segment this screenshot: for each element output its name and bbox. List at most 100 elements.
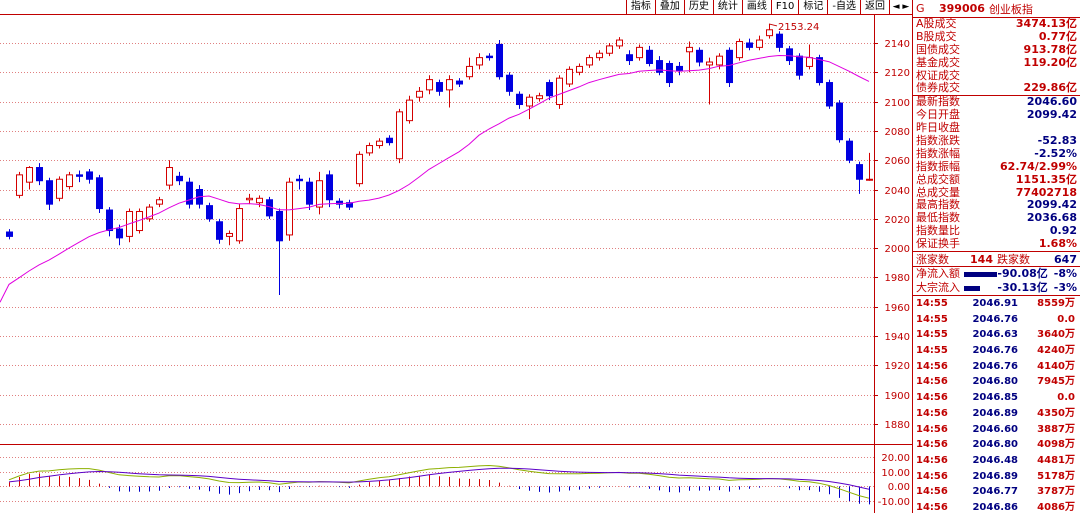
net-inflow-value: -90.08亿 xyxy=(997,267,1048,281)
stat-row: 保证换手 1.68% xyxy=(913,237,1080,251)
y-tick-label: 2120 xyxy=(885,68,910,79)
indicator-button[interactable]: 指标 xyxy=(625,0,655,14)
tick-volume: 4086万 xyxy=(1037,501,1075,513)
volume-row: 基金成交 119.20亿 xyxy=(913,55,1080,70)
f10-button[interactable]: F10 xyxy=(770,0,798,14)
panel-header: G 399006 创业板指 xyxy=(913,0,1080,18)
tick-price: 2046.85 xyxy=(972,392,1018,404)
stat-label: 指数量比 xyxy=(916,224,960,238)
tick-price: 2046.63 xyxy=(972,329,1018,341)
candle-body xyxy=(366,145,373,154)
tick-time: 14:56 xyxy=(916,501,948,513)
high-annotation: 2153.24 xyxy=(778,22,819,33)
candle-body xyxy=(666,62,673,84)
y-tick-label: 1900 xyxy=(885,391,910,402)
candle-body xyxy=(866,178,873,181)
net-inflow-pct: -8% xyxy=(1053,267,1077,281)
candle-body xyxy=(156,199,163,205)
volume-row: 债券成交 229.86亿 xyxy=(913,82,1080,95)
index-name: 创业板指 xyxy=(988,2,1033,16)
candle-body xyxy=(406,99,413,122)
candle-body xyxy=(166,167,173,186)
candle-body xyxy=(16,174,23,196)
tick-row: 14:55 2046.76 0.0 xyxy=(913,312,1080,328)
stat-row: 总成交量 77402718 xyxy=(913,185,1080,200)
candle-body xyxy=(46,180,53,205)
stat-row: 总成交额 1151.35亿 xyxy=(913,172,1080,187)
tick-row: 14:56 2046.89 4350万 xyxy=(913,406,1080,422)
stat-label: 指数涨幅 xyxy=(916,146,960,160)
overlay-button[interactable]: 叠加 xyxy=(654,0,684,14)
candle-body xyxy=(36,167,43,182)
y-tick-label: 1980 xyxy=(885,273,910,284)
candle-body xyxy=(186,181,193,205)
volume-value: 229.86亿 xyxy=(1023,81,1077,95)
stat-row: 昨日收盘 xyxy=(913,121,1080,135)
volume-section: A股成交 3474.13亿 B股成交 0.77亿 国债成交 913.78亿 基金成交 1… xyxy=(913,17,1080,97)
chart-area[interactable]: 1880 1900 1920 1940 1960 1980 2000 2020 2040 2060… xyxy=(0,15,912,513)
candle-body xyxy=(636,46,643,59)
candle-body xyxy=(396,111,403,160)
net-inflow-label: 净流入额 xyxy=(916,267,960,281)
stat-value: 2099.42 xyxy=(1026,108,1077,122)
tick-volume: 4098万 xyxy=(1037,439,1075,451)
candle-body xyxy=(836,102,843,141)
tick-time: 14:56 xyxy=(916,454,948,466)
stat-row: 指数涨幅 -2.52% xyxy=(913,146,1080,161)
tick-price: 2046.91 xyxy=(972,298,1018,310)
stat-value: 1.68% xyxy=(1038,237,1077,251)
candle-body xyxy=(656,60,663,73)
block-inflow-value: -30.13亿 xyxy=(997,281,1048,295)
tick-volume: 0.0 xyxy=(1057,392,1075,404)
candle-body xyxy=(776,33,783,48)
draw-line-button[interactable]: 画线 xyxy=(741,0,771,14)
candle-body xyxy=(306,181,313,205)
candle-body xyxy=(426,79,433,91)
tick-list: 14:55 2046.91 8559万 14:55 2046.76 0.0 14:55 204… xyxy=(913,295,1080,513)
history-button[interactable]: 历史 xyxy=(683,0,713,14)
tick-price: 2046.76 xyxy=(972,313,1018,325)
tick-row: 14:56 2046.89 5178万 xyxy=(913,469,1080,485)
candle-body xyxy=(416,90,423,98)
candle-body xyxy=(686,46,693,53)
stat-label: 昨日收盘 xyxy=(916,121,960,135)
kline-chart[interactable]: 1880 1900 1920 1940 1960 1980 2000 2020 2040 2060… xyxy=(0,15,912,513)
candle-body xyxy=(536,95,543,100)
remove-watchlist-button[interactable]: -自选 xyxy=(827,0,860,14)
y-tick-label: 2060 xyxy=(885,156,910,167)
stat-row: 指数涨跌 -52.83 xyxy=(913,134,1080,148)
volume-value: 119.20亿 xyxy=(1023,55,1077,69)
stat-label: 总成交量 xyxy=(916,185,960,199)
tick-time: 14:56 xyxy=(916,423,948,435)
candle-body xyxy=(176,175,183,182)
candle-body xyxy=(106,209,113,232)
candle-body xyxy=(86,171,93,180)
candle-body xyxy=(586,57,593,66)
stat-value: 2099.42 xyxy=(1026,198,1077,212)
candle-body xyxy=(356,153,363,185)
candle-body xyxy=(276,210,283,242)
tick-time: 14:56 xyxy=(916,407,948,419)
candle-body xyxy=(786,48,793,62)
block-inflow-bar xyxy=(964,285,980,291)
stat-label: 最低指数 xyxy=(916,211,960,225)
mark-button[interactable]: 标记 xyxy=(798,0,827,14)
high-marker xyxy=(768,23,778,27)
stat-row: 指数量比 0.92 xyxy=(913,224,1080,238)
candle-body xyxy=(756,39,763,48)
tick-row: 14:56 2046.86 4086万 xyxy=(913,500,1080,513)
tick-time: 14:56 xyxy=(916,439,948,451)
candle-body xyxy=(816,57,823,84)
candle-body xyxy=(336,200,343,205)
stat-label: 总成交额 xyxy=(916,172,960,186)
back-button[interactable]: 返回 xyxy=(860,0,890,14)
candle-body xyxy=(476,57,483,66)
tick-volume: 4240万 xyxy=(1037,345,1075,357)
stat-row: 指数振幅 62.74/2.99% xyxy=(913,160,1080,174)
statistics-button[interactable]: 统计 xyxy=(712,0,742,14)
toolbar: 指标 叠加 历史 统计 画线 F10 标记 -自选 返回 ◄ ► xyxy=(0,0,912,15)
volume-value: 913.78亿 xyxy=(1023,42,1077,56)
dif-line xyxy=(8,464,870,499)
stat-row: 最高指数 2099.42 xyxy=(913,199,1080,212)
scroll-arrows-icon[interactable]: ◄ ► xyxy=(892,2,910,12)
